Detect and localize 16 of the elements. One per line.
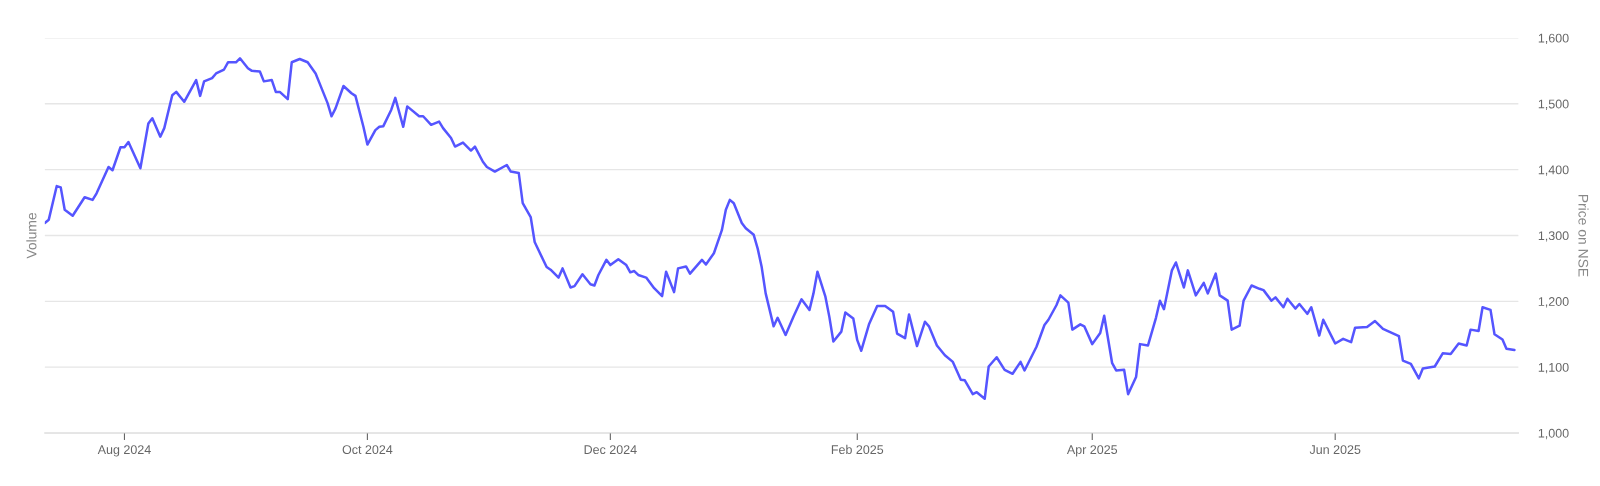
y-axis-title: Volume <box>26 212 37 259</box>
x-tick-label: Aug 2024 <box>97 445 151 457</box>
y2-tick-label: 1,400 <box>1538 165 1569 176</box>
y2-tick-label: 1,000 <box>1538 428 1569 440</box>
x-tick-label: Oct 2024 <box>342 445 393 455</box>
y2-tick-label: 1,200 <box>1538 297 1569 308</box>
y2-tick-label: 1,600 <box>1538 33 1569 45</box>
y2-tick-label: 1,300 <box>1538 231 1569 242</box>
x-tick-label: Jun 2025 <box>1309 445 1361 455</box>
x-tick-label: Apr 2025 <box>1066 445 1118 457</box>
y2-tick-label: 1,500 <box>1538 99 1569 110</box>
y2-tick-label: 1,100 <box>1538 362 1569 374</box>
line-series <box>44 57 1516 401</box>
y2-axis-title: Price on NSE <box>1578 194 1589 277</box>
x-tick-label: Feb 2025 <box>831 444 884 455</box>
x-tick-label: Dec 2024 <box>584 445 637 455</box>
